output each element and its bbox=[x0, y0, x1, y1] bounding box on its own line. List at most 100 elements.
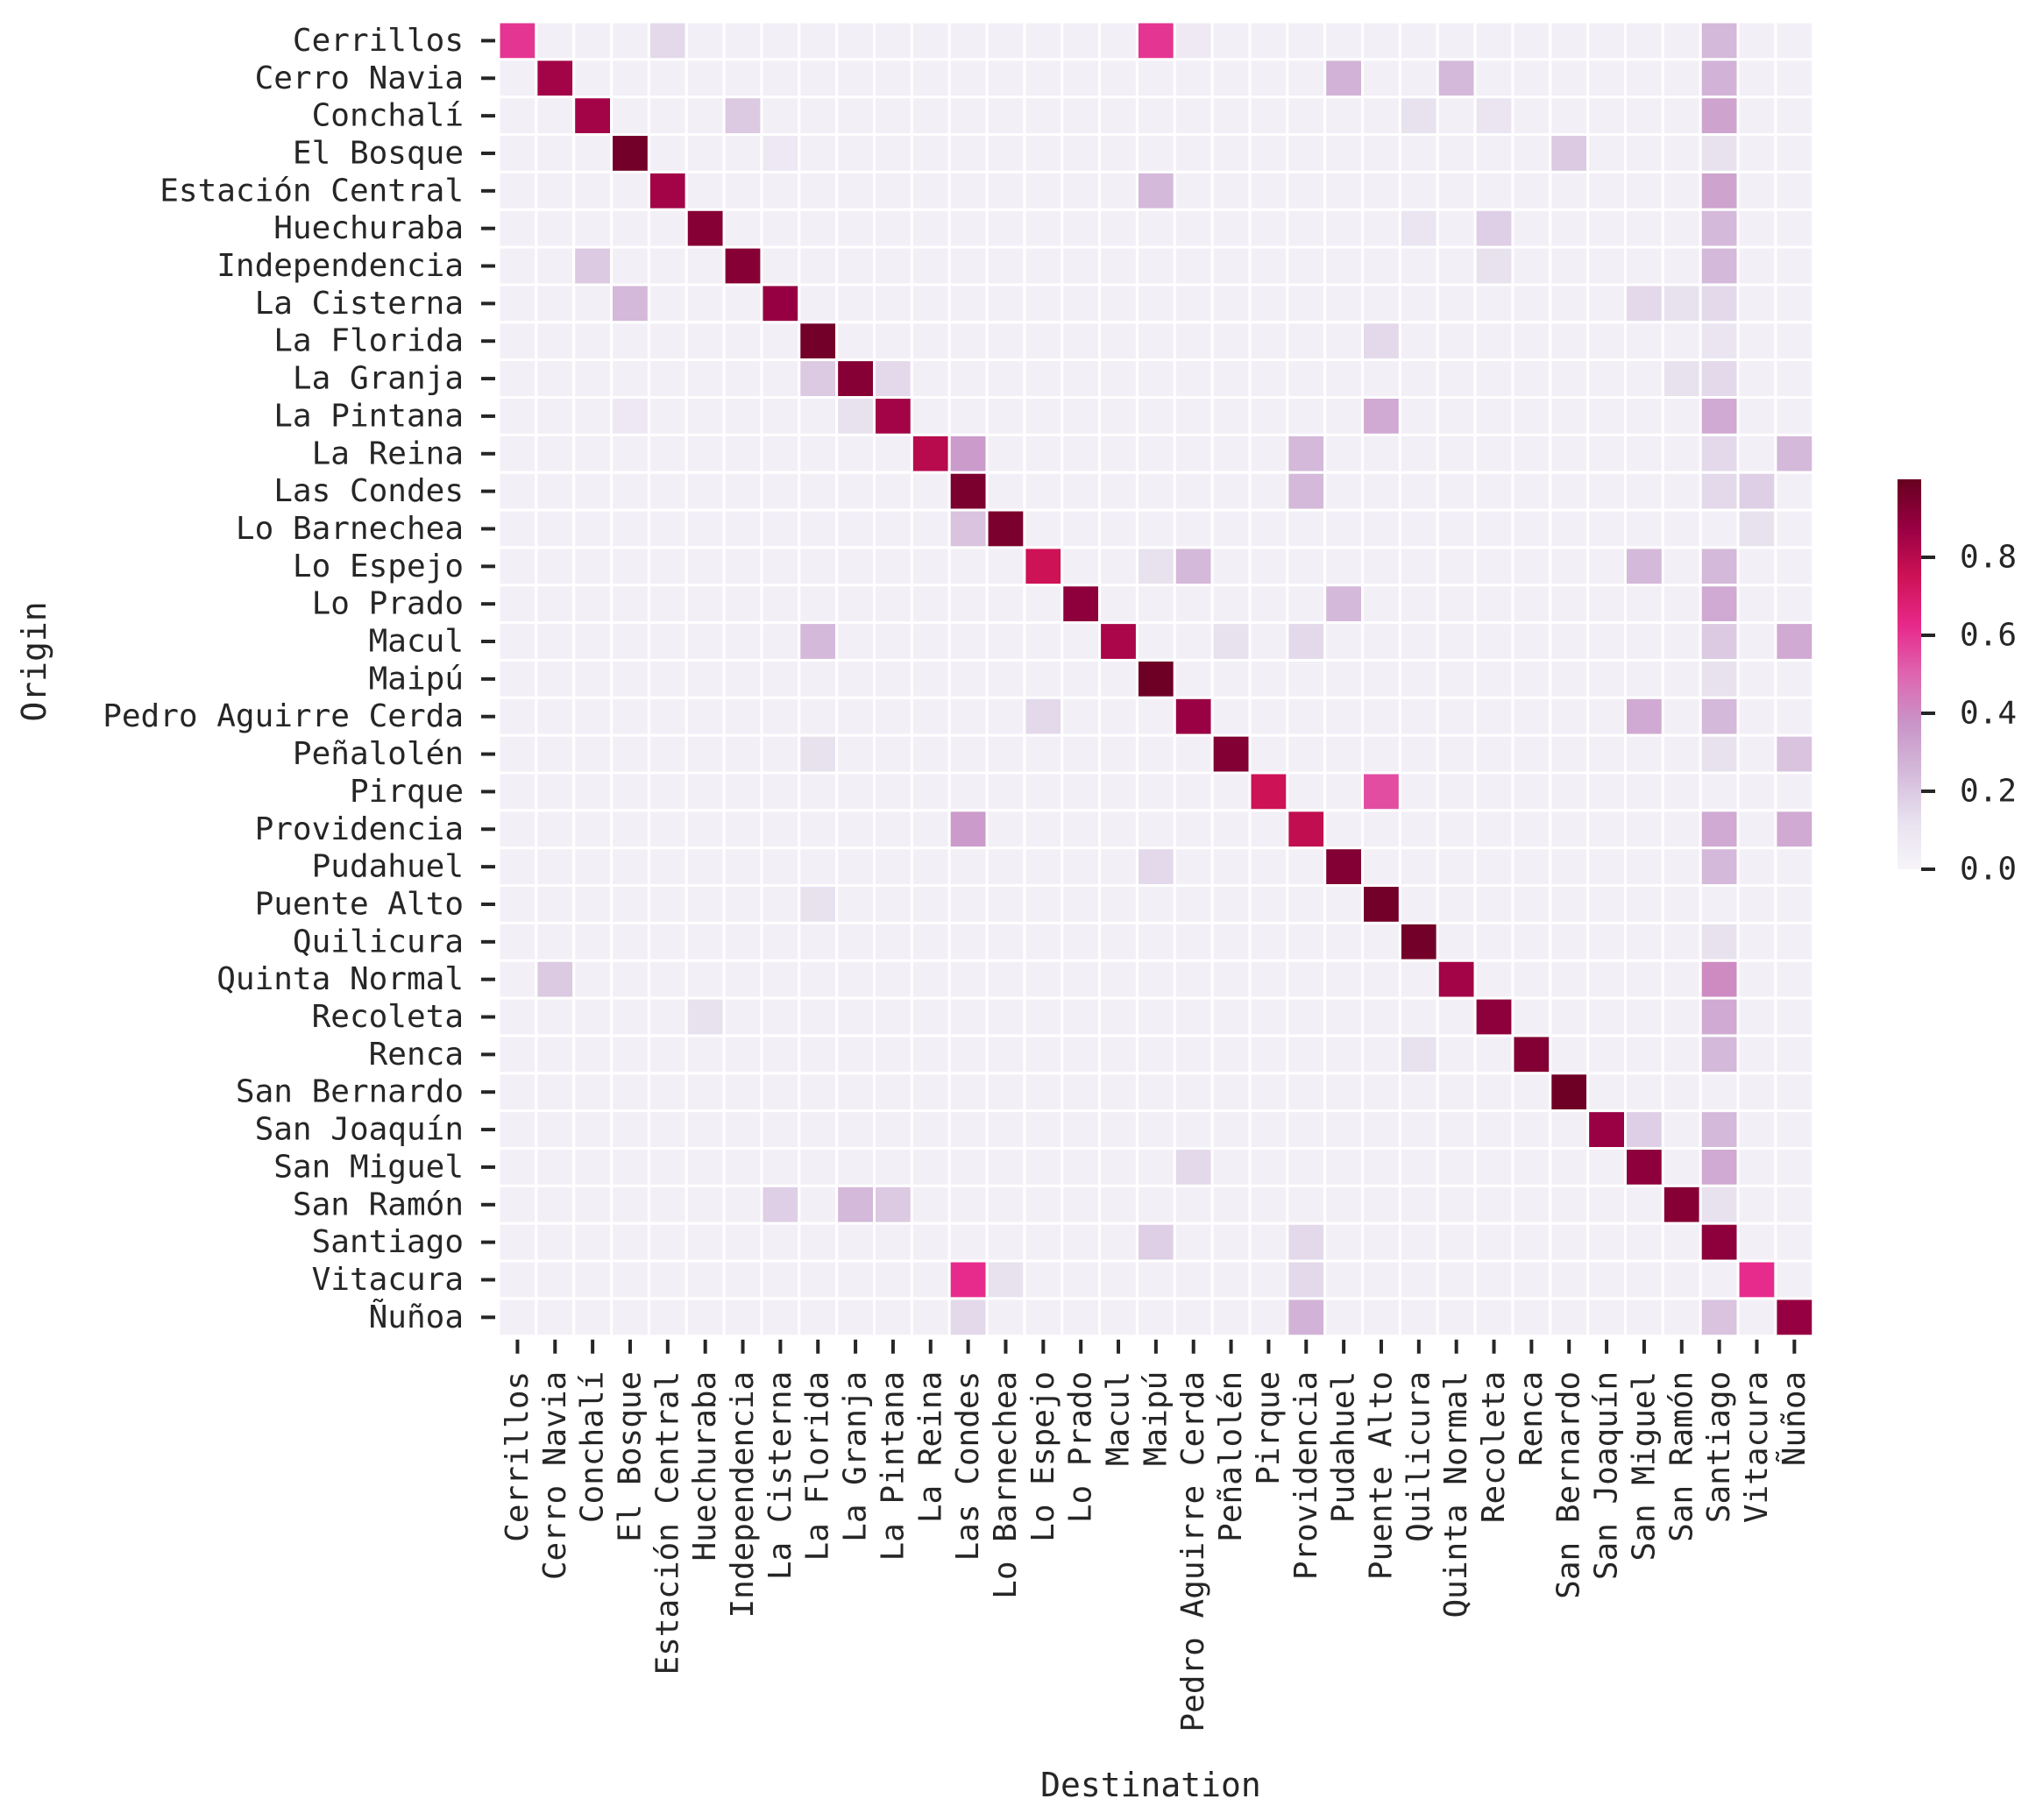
heatmap-cell bbox=[1098, 96, 1139, 137]
heatmap-cell bbox=[760, 170, 801, 211]
heatmap-cell bbox=[1624, 245, 1664, 287]
heatmap-cell bbox=[535, 884, 576, 924]
heatmap-cell bbox=[647, 1034, 688, 1075]
heatmap-cell bbox=[1473, 96, 1515, 137]
heatmap-cell bbox=[1436, 1297, 1477, 1338]
heatmap-cell bbox=[1135, 358, 1176, 399]
heatmap-cell bbox=[1549, 996, 1590, 1037]
heatmap-cell bbox=[985, 696, 1026, 737]
heatmap-cell bbox=[572, 396, 614, 436]
heatmap-cell bbox=[1398, 996, 1439, 1037]
heatmap-cell bbox=[1624, 508, 1664, 549]
heatmap-cell bbox=[1323, 584, 1365, 625]
heatmap-cell bbox=[1736, 208, 1777, 249]
heatmap-cell bbox=[1210, 584, 1252, 625]
heatmap-cell bbox=[1549, 170, 1590, 211]
heatmap-cell bbox=[947, 546, 989, 587]
heatmap-cell bbox=[1098, 1184, 1139, 1225]
heatmap-cell bbox=[1774, 546, 1815, 587]
heatmap-cell bbox=[685, 584, 726, 625]
heatmap-cell bbox=[722, 1147, 763, 1187]
heatmap-cell bbox=[873, 771, 913, 812]
heatmap-cell bbox=[1098, 396, 1139, 436]
heatmap-cell bbox=[760, 1297, 801, 1338]
heatmap-cell bbox=[722, 358, 763, 399]
heatmap-cell bbox=[873, 733, 913, 775]
heatmap-cell bbox=[1286, 321, 1327, 362]
heatmap-cell bbox=[985, 884, 1026, 924]
heatmap-cell bbox=[1248, 1222, 1289, 1263]
heatmap-cell bbox=[1135, 584, 1176, 625]
heatmap-cell bbox=[985, 471, 1026, 512]
heatmap-cell bbox=[1624, 1184, 1664, 1225]
heatmap-cell bbox=[685, 996, 726, 1037]
heatmap-cell bbox=[1061, 733, 1102, 775]
heatmap-cell bbox=[1774, 1147, 1815, 1187]
heatmap-cell bbox=[497, 283, 538, 324]
heatmap-cell bbox=[1248, 170, 1289, 211]
heatmap-cell bbox=[947, 245, 989, 287]
colorbar-tick-label: 0.2 bbox=[1960, 774, 2017, 810]
heatmap-cell bbox=[1061, 771, 1102, 812]
heatmap-cell bbox=[1586, 396, 1628, 436]
heatmap-cell bbox=[1023, 133, 1064, 174]
heatmap-cell bbox=[1699, 996, 1740, 1037]
heatmap-cell bbox=[1624, 396, 1664, 436]
heatmap-cell bbox=[1098, 921, 1139, 962]
heatmap-cell bbox=[985, 1072, 1026, 1113]
heatmap-cell bbox=[1061, 546, 1102, 587]
heatmap-cell bbox=[1398, 170, 1439, 211]
heatmap-cell bbox=[1398, 621, 1439, 662]
heatmap-cell bbox=[1699, 1147, 1740, 1187]
heatmap-cell bbox=[1098, 1034, 1139, 1075]
heatmap-cell bbox=[1736, 696, 1777, 737]
heatmap-cell bbox=[798, 1259, 839, 1300]
heatmap-cell bbox=[535, 433, 576, 474]
heatmap-cell bbox=[1398, 921, 1439, 962]
heatmap-cell bbox=[1361, 471, 1401, 512]
heatmap-cell bbox=[1248, 1034, 1289, 1075]
heatmap-cell bbox=[535, 584, 576, 625]
heatmap-cell bbox=[1248, 1297, 1289, 1338]
heatmap-cell bbox=[985, 1147, 1026, 1187]
heatmap-cell bbox=[1286, 20, 1327, 61]
heatmap-cell bbox=[572, 358, 614, 399]
heatmap-cell bbox=[1210, 1184, 1252, 1225]
heatmap-cell bbox=[1473, 133, 1515, 174]
heatmap-cell bbox=[1586, 846, 1628, 888]
heatmap-cell bbox=[1061, 358, 1102, 399]
heatmap-cell bbox=[1436, 1184, 1477, 1225]
heatmap-cell bbox=[1361, 396, 1401, 436]
heatmap-cell bbox=[1511, 508, 1552, 549]
heatmap-cell bbox=[1098, 170, 1139, 211]
heatmap-cell bbox=[1173, 584, 1214, 625]
heatmap-cell bbox=[1511, 1072, 1552, 1113]
heatmap-cell bbox=[1323, 921, 1365, 962]
heatmap-cell bbox=[685, 358, 726, 399]
heatmap-cell bbox=[1173, 884, 1214, 924]
heatmap-cell bbox=[1661, 921, 1702, 962]
heatmap-cell bbox=[572, 1297, 614, 1338]
heatmap-cell bbox=[1774, 1072, 1815, 1113]
heatmap-cell bbox=[1323, 170, 1365, 211]
heatmap-cell bbox=[1774, 396, 1815, 436]
heatmap-cell bbox=[1549, 321, 1590, 362]
heatmap-cell bbox=[1774, 921, 1815, 962]
heatmap-cell bbox=[1586, 621, 1628, 662]
heatmap-cell bbox=[610, 1109, 650, 1151]
y-tick-label: Pedro Aguirre Cerda bbox=[103, 698, 464, 734]
heatmap-cell bbox=[1511, 208, 1552, 249]
heatmap-cell bbox=[1173, 133, 1214, 174]
heatmap-cell bbox=[1661, 1222, 1702, 1263]
heatmap-cell bbox=[1361, 771, 1401, 812]
heatmap-cell bbox=[1361, 584, 1401, 625]
heatmap-cell bbox=[1398, 1147, 1439, 1187]
heatmap-cell bbox=[647, 283, 688, 324]
heatmap-cell bbox=[1135, 96, 1176, 137]
heatmap-cell bbox=[497, 846, 538, 888]
heatmap-cell bbox=[1173, 1184, 1214, 1225]
heatmap-cell bbox=[1436, 809, 1477, 850]
x-tick-label: San Ramón bbox=[1663, 1371, 1699, 1542]
heatmap-cell bbox=[1661, 433, 1702, 474]
